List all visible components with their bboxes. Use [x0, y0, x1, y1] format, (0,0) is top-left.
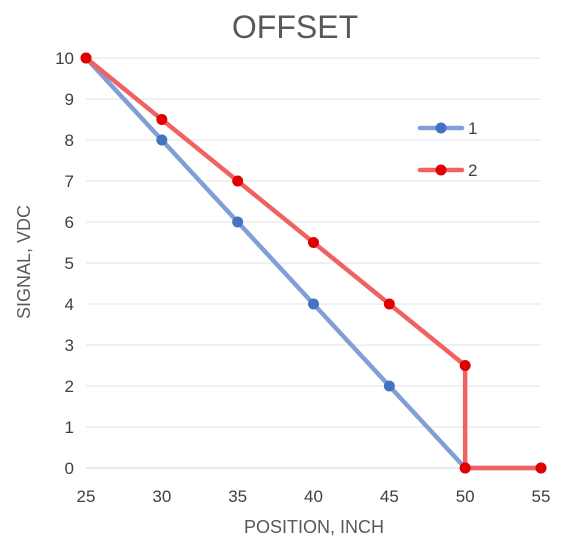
series-line-2 — [83, 55, 544, 471]
x-tick-label: 35 — [228, 487, 247, 506]
data-point — [383, 380, 395, 392]
legend-marker — [435, 164, 447, 176]
x-tick-label: 40 — [304, 487, 323, 506]
y-tick-label: 10 — [55, 49, 74, 68]
y-tick-label: 3 — [65, 336, 74, 355]
legend-item-1: 1 — [417, 119, 477, 138]
x-tick-label: 25 — [77, 487, 96, 506]
series-2 — [80, 52, 547, 474]
y-tick-label: 5 — [65, 254, 74, 273]
y-tick-label: 4 — [65, 295, 74, 314]
x-tick-label: 30 — [152, 487, 171, 506]
data-point — [80, 52, 92, 64]
y-tick-label: 7 — [65, 172, 74, 191]
legend-label: 1 — [468, 119, 477, 138]
legend-label: 2 — [468, 161, 477, 180]
data-point — [383, 298, 395, 310]
data-point — [156, 114, 168, 125]
x-tick-label: 55 — [532, 487, 551, 506]
data-point — [308, 298, 319, 310]
data-point — [459, 462, 471, 474]
y-tick-label: 2 — [65, 377, 74, 396]
data-point — [459, 360, 471, 371]
y-tick-label: 9 — [65, 90, 74, 109]
chart-title: OFFSET — [232, 9, 358, 45]
data-point — [308, 237, 319, 248]
legend-item-2: 2 — [417, 161, 477, 180]
y-tick-label: 6 — [65, 213, 74, 232]
y-tick-label: 8 — [65, 131, 74, 150]
legend-marker — [435, 122, 447, 134]
gridlines — [86, 57, 541, 428]
x-axis-label: POSITION, INCH — [244, 517, 384, 537]
data-point — [156, 134, 168, 146]
data-point — [232, 175, 244, 187]
x-tick-label: 50 — [456, 487, 475, 506]
y-tick-label: 0 — [65, 459, 74, 478]
y-axis-label: SIGNAL, VDC — [14, 205, 34, 319]
data-point — [535, 462, 547, 474]
series-layer — [80, 52, 547, 474]
y-tick-label: 1 — [65, 418, 74, 437]
x-tick-label: 45 — [380, 487, 399, 506]
legend: 12 — [417, 119, 477, 180]
data-point — [232, 216, 244, 228]
